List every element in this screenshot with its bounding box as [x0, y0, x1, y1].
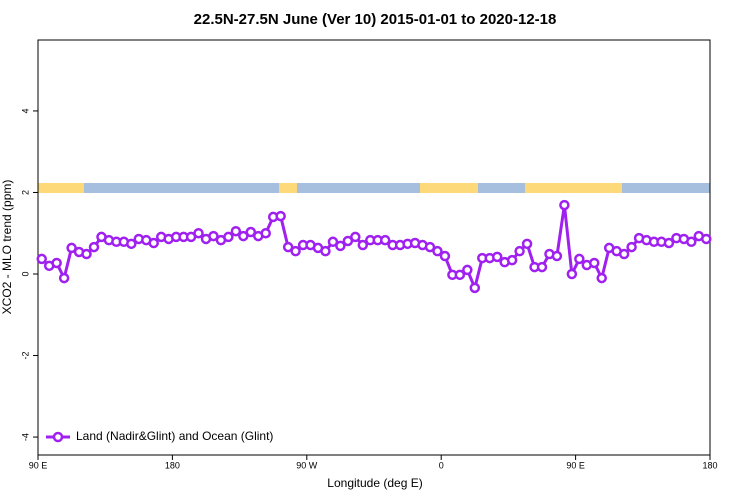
- point: [462, 264, 473, 276]
- point: [514, 245, 525, 257]
- point: [88, 241, 100, 253]
- legend-marker: [52, 431, 64, 443]
- x-tick-label: 180: [165, 460, 180, 470]
- point: [663, 237, 675, 249]
- point: [335, 240, 346, 252]
- point: [81, 248, 92, 260]
- y-axis-label: XCO2 - MLO trend (ppm): [0, 180, 14, 315]
- y-tick-label: 2: [20, 190, 30, 195]
- x-tick-label: 90 W: [296, 460, 318, 470]
- point: [589, 257, 600, 269]
- point: [58, 272, 70, 284]
- legend-label: Land (Nadir&Glint) and Ocean (Glint): [76, 429, 273, 443]
- point: [379, 234, 391, 246]
- point: [193, 227, 204, 239]
- point: [574, 253, 585, 265]
- point: [536, 261, 548, 273]
- land: [279, 183, 297, 193]
- point: [208, 230, 219, 242]
- point: [559, 199, 570, 211]
- y-tick-label: 0: [20, 271, 30, 276]
- point: [51, 257, 62, 269]
- point: [275, 210, 286, 222]
- chart-title: 22.5N-27.5N June (Ver 10) 2015-01-01 to …: [194, 11, 557, 28]
- point: [290, 245, 301, 257]
- y-tick-label: -2: [20, 352, 30, 360]
- point: [551, 250, 563, 262]
- plot-frame: [37, 39, 711, 456]
- point: [357, 239, 369, 251]
- point: [245, 226, 257, 238]
- point: [701, 233, 712, 245]
- x-tick-label: 0: [439, 460, 444, 470]
- point: [36, 253, 47, 265]
- x-tick-label: 90 E: [29, 460, 48, 470]
- point: [469, 282, 481, 294]
- point: [439, 250, 451, 262]
- point: [320, 245, 331, 257]
- land: [525, 183, 622, 193]
- point: [342, 235, 354, 247]
- land: [420, 183, 478, 193]
- map-strip: [38, 183, 710, 193]
- point: [626, 241, 637, 253]
- point: [454, 269, 466, 281]
- point: [596, 272, 607, 284]
- point: [282, 241, 294, 253]
- y-tick-label: 4: [20, 108, 30, 113]
- point: [230, 225, 242, 237]
- point: [424, 241, 436, 253]
- point: [260, 227, 271, 239]
- point: [350, 231, 361, 243]
- point: [327, 236, 339, 248]
- land: [38, 183, 84, 193]
- point: [686, 236, 697, 248]
- x-tick-label: 90 E: [566, 460, 585, 470]
- point: [238, 230, 249, 242]
- point: [432, 245, 443, 257]
- point: [506, 254, 518, 266]
- y-tick-label: -4: [20, 433, 30, 441]
- x-axis-label: Longitude (deg E): [327, 476, 422, 490]
- point: [148, 237, 159, 249]
- point: [618, 248, 630, 260]
- point: [126, 238, 137, 250]
- ocean: [38, 183, 710, 193]
- point: [223, 231, 234, 243]
- x-tick-label: 180: [702, 460, 717, 470]
- point: [66, 242, 77, 254]
- point: [566, 268, 578, 280]
- point: [491, 251, 503, 263]
- point: [521, 238, 533, 250]
